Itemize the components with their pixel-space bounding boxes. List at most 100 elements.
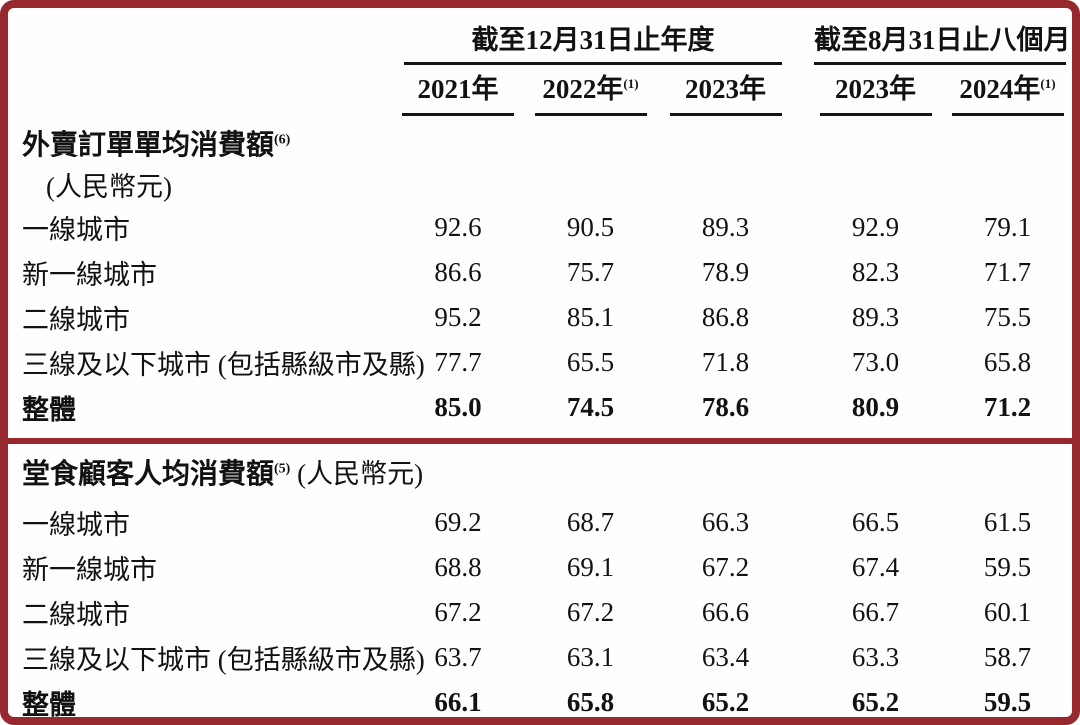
table-row-dinein-tier3: 三線及以下城市 (包括縣級市及縣) 63.7 63.1 63.4 63.3 58… [8,635,1072,680]
value-cell: 67.4 [851,552,900,582]
row-label: 一線城市 [22,510,130,540]
value-cell: 65.5 [566,347,615,377]
value-cell: 92.6 [434,212,482,242]
value-cell: 85.1 [566,302,615,332]
value-cell: 67.2 [701,552,750,582]
row-label: 二線城市 [22,305,130,335]
year-label: 2023年 [685,73,766,104]
value-cell: 86.6 [434,257,482,287]
footnote-marker: (1) [1040,75,1056,91]
row-label: 新一線城市 [22,555,157,585]
row-label: 一線城市 [22,215,130,245]
value-cell: 66.1 [434,687,482,717]
value-cell: 75.7 [566,257,615,287]
header-spacer [8,65,398,117]
value-cell: 59.5 [983,552,1032,582]
value-cell: 79.1 [983,212,1032,242]
value-cell: 63.4 [701,642,750,672]
year-label: 2024年 [959,73,1041,104]
section-divider-rule [8,438,1072,444]
value-cell: 74.5 [566,392,615,422]
value-cell: 67.2 [434,597,482,627]
value-cell: 65.2 [701,687,750,717]
value-cell: 65.2 [851,687,900,717]
period-group-label: 截至8月31日止八個月 [814,18,1071,65]
value-cell: 65.8 [566,687,615,717]
row-label: 三線及以下城市 (包括縣級市及縣) [22,350,425,380]
table-row-dinein-tier1: 一線城市 69.2 68.7 66.3 66.5 61.5 [8,500,1072,545]
table-row-delivery-tier2: 二線城市 95.2 85.1 86.8 89.3 75.5 [8,295,1072,340]
value-cell: 69.2 [434,507,482,537]
value-cell: 71.8 [701,347,750,377]
footnote-marker: (1) [623,75,639,91]
value-cell: 63.3 [851,642,900,672]
value-cell: 67.2 [566,597,615,627]
year-header-2023: 2023年 [663,65,788,117]
value-cell: 63.7 [434,642,482,672]
year-label: 2022年 [542,73,624,104]
value-cell: 58.7 [983,642,1032,672]
value-cell: 68.8 [434,552,482,582]
value-cell: 77.7 [434,347,482,377]
table-row-delivery-tier3: 三線及以下城市 (包括縣級市及縣) 77.7 65.5 71.8 73.0 65… [8,340,1072,385]
currency-unit-label: (人民幣元) [297,459,424,489]
header-spacer [8,8,398,65]
value-cell: 95.2 [434,302,482,332]
value-cell: 71.7 [983,257,1032,287]
group-gap [788,8,808,65]
value-cell: 66.5 [851,507,900,537]
value-cell: 85.0 [434,392,482,422]
year-header-2023-8m: 2023年 [808,65,943,117]
value-cell: 78.9 [701,257,750,287]
row-label: 新一線城市 [22,260,157,290]
value-cell: 71.2 [983,392,1032,422]
value-cell: 89.3 [701,212,750,242]
period-header-row: 截至12月31日止年度 截至8月31日止八個月 [8,8,1072,65]
value-cell: 68.7 [566,507,615,537]
row-label: 二線城市 [22,600,130,630]
value-cell: 65.8 [983,347,1032,377]
table-row-dinein-tier2: 二線城市 67.2 67.2 66.6 66.7 60.1 [8,590,1072,635]
value-cell: 86.8 [701,302,750,332]
year-header-2024-8m: 2024年(1) [943,65,1072,117]
value-cell: 75.5 [983,302,1032,332]
value-cell: 59.5 [983,687,1032,717]
section-dinein-title-row: 堂食顧客人均消費額(5) (人民幣元) [8,444,1072,500]
value-cell: 66.6 [701,597,750,627]
table-row-dinein-newtier1: 新一線城市 68.8 69.1 67.2 67.4 59.5 [8,545,1072,590]
value-cell: 73.0 [851,347,900,377]
section-delivery-unit-row: (人民幣元) [8,163,1072,205]
section-title: 外賣訂單單均消費額(6) [22,130,291,161]
table-row-delivery-tier1: 一線城市 92.6 90.5 89.3 92.9 79.1 [8,205,1072,250]
section-title: 堂食顧客人均消費額(5) (人民幣元) [22,459,424,490]
table-row-dinein-overall: 整體 66.1 65.8 65.2 65.2 59.5 [8,680,1072,720]
value-cell: 63.1 [566,642,615,672]
year-label: 2023年 [835,73,916,104]
footnote-marker: (6) [274,132,291,148]
consumption-table: 截至12月31日止年度 截至8月31日止八個月 2021年 2022年(1) 2… [8,8,1072,720]
value-cell: 60.1 [983,597,1032,627]
value-cell: 80.9 [851,392,900,422]
value-cell: 89.3 [851,302,900,332]
table-row-delivery-newtier1: 新一線城市 86.6 75.7 78.9 82.3 71.7 [8,250,1072,295]
year-header-row: 2021年 2022年(1) 2023年 2023年 2024年(1) [8,65,1072,117]
group-gap [788,65,808,117]
section-delivery-title-row: 外賣訂單單均消費額(6) [8,117,1072,163]
currency-unit-label: (人民幣元) [46,171,172,202]
row-label: 整體 [22,395,76,425]
value-cell: 61.5 [983,507,1032,537]
row-label: 整體 [22,690,76,720]
period-group-year-ended: 截至12月31日止年度 [398,8,788,65]
year-label: 2021年 [417,73,499,104]
year-header-2021: 2021年 [398,65,518,117]
value-cell: 78.6 [701,392,750,422]
value-cell: 92.9 [851,212,900,242]
value-cell: 69.1 [566,552,615,582]
value-cell: 66.3 [701,507,750,537]
value-cell: 66.7 [851,597,900,627]
row-label: 三線及以下城市 (包括縣級市及縣) [22,645,425,675]
footnote-marker: (5) [274,461,291,477]
period-group-eight-months: 截至8月31日止八個月 [808,8,1072,65]
value-cell: 90.5 [566,212,615,242]
